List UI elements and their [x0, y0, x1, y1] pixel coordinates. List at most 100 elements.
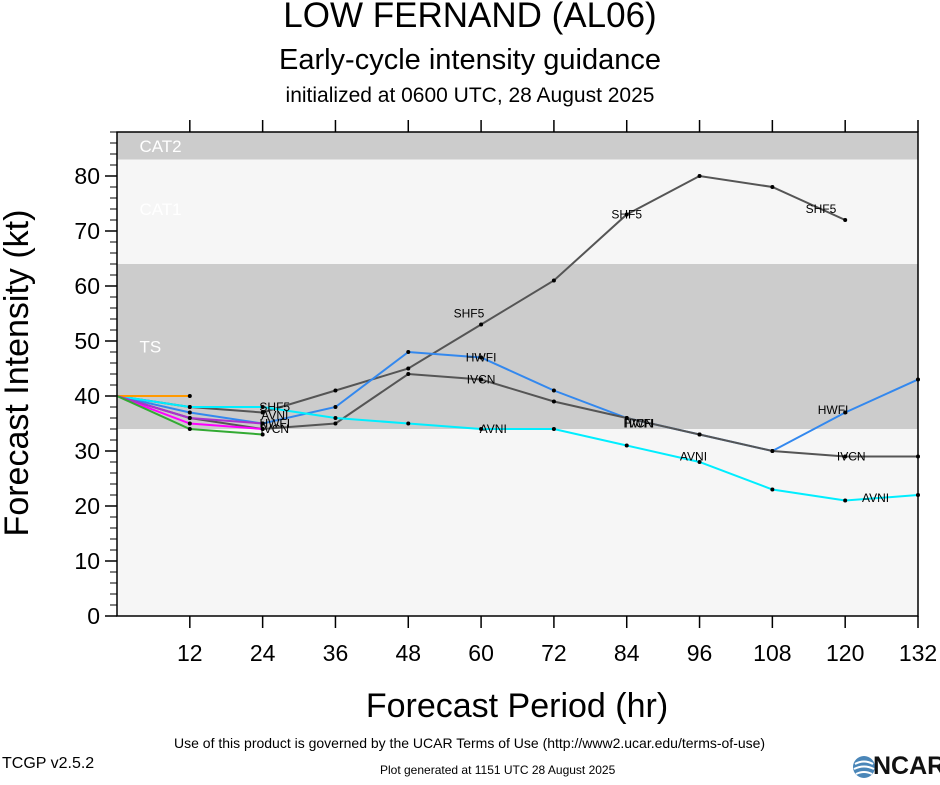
data-point-shf5 [479, 322, 484, 327]
x-tick-label: 84 [614, 640, 640, 666]
data-point-avni [479, 427, 484, 431]
y-tick-label: 50 [74, 328, 100, 354]
data-point-shf5 [624, 212, 629, 217]
data-point-shf5 [770, 185, 775, 189]
y-tick-label: 0 [87, 603, 100, 629]
data-point-shf5 [551, 278, 556, 283]
series-label-shf5: SHF5 [611, 208, 642, 222]
band-cat2 [117, 132, 918, 160]
data-point-unnamed-4 [187, 394, 192, 398]
x-tick-label: 36 [323, 640, 349, 666]
data-point-unnamed-5 [187, 421, 192, 426]
data-point-hwfi [551, 388, 556, 393]
initialization-time: initialized at 0600 UTC, 28 August 2025 [285, 84, 655, 107]
data-point-unnamed-5 [260, 427, 265, 431]
y-tick-label: 70 [74, 218, 100, 244]
intensity-bands: TS CAT1 CAT2 [117, 132, 918, 616]
data-point-shf5 [333, 388, 338, 393]
x-tick-label: 108 [753, 640, 791, 666]
data-point-avni [551, 427, 556, 431]
x-axis-title: Forecast Period (hr) [366, 687, 668, 725]
storm-title: LOW FERNAND (AL06) [283, 0, 657, 35]
ncar-globe-icon [853, 756, 875, 778]
y-tick-label: 60 [74, 273, 100, 299]
series-label-hwfi: HWFI [624, 417, 655, 431]
data-point-avni [333, 416, 338, 420]
data-point-shf5 [260, 410, 265, 415]
data-point-shf5 [697, 174, 702, 178]
y-tick-label: 40 [74, 383, 100, 409]
band-ts [117, 264, 918, 429]
y-tick-label: 20 [74, 493, 100, 519]
data-point-avni [843, 498, 848, 503]
data-point-shf5 [843, 218, 848, 222]
series-label-ivcn: IVCN [467, 373, 496, 387]
generated-time: Plot generated at 1151 UTC 28 August 202… [380, 763, 616, 777]
x-tick-label: 60 [468, 640, 494, 666]
series-label-avni: AVNI [261, 408, 288, 422]
ncar-logo: NCAR [852, 752, 940, 780]
axes: 0 10 20 30 40 50 60 70 80 12 24 36 48 60 72 84 96 108 120 1… [74, 120, 937, 666]
terms-of-use-note: Use of this product is governed by the U… [174, 735, 766, 751]
data-point-ivcn [624, 416, 629, 420]
data-point-hwfi [187, 410, 192, 415]
series-layer [116, 174, 920, 503]
intensity-chart: TS CAT1 CAT2 SHF5 SHF5 SHF5 SHF5 HWFI HWFI HWFI H… [0, 120, 937, 725]
data-point-ivcn [697, 432, 702, 437]
data-point-ivcn [406, 372, 411, 376]
data-point-ivcn [333, 421, 338, 426]
series-label-avni: AVNI [862, 491, 889, 505]
y-axis-title: Forecast Intensity (kt) [0, 210, 36, 537]
data-point-hwfi [843, 410, 848, 415]
y-tick-label: 10 [74, 548, 100, 574]
below-ts-band [117, 429, 918, 616]
series-label-hwfi: HWFI [466, 351, 497, 365]
x-tick-label: 12 [177, 640, 203, 666]
data-point-hwfi [479, 355, 484, 360]
y-tick-label: 30 [74, 438, 100, 464]
data-point-avni [770, 487, 775, 492]
ncar-logo-text: NCAR [873, 752, 940, 780]
chart-subtitle: Early-cycle intensity guidance [278, 44, 661, 76]
y-tick-label: 80 [74, 163, 100, 189]
series-label-hwfi: HWFI [818, 403, 849, 417]
data-point-ivcn [843, 454, 848, 459]
band-label-cat2: CAT2 [139, 137, 181, 156]
data-point-avni [697, 460, 702, 464]
data-point-unnamed-6 [260, 421, 265, 426]
series-label-avni: AVNI [680, 450, 707, 464]
data-point-unnamed-7 [187, 427, 192, 431]
x-tick-label: 72 [541, 640, 567, 666]
series-label-ivcn: IVCN [625, 417, 654, 431]
data-point-unnamed-6 [187, 416, 192, 420]
data-point-hwfi [333, 405, 338, 409]
series-label-shf5: SHF5 [806, 202, 837, 216]
data-point-ivcn [551, 399, 556, 404]
data-point-avni [187, 405, 192, 409]
x-tick-label: 48 [395, 640, 421, 666]
series-label-avni: AVNI [480, 422, 507, 436]
data-point-shf5 [406, 366, 411, 371]
data-point-avni [624, 443, 629, 448]
data-point-unnamed-7 [260, 432, 265, 437]
series-label-ivcn: IVCN [260, 422, 289, 436]
series-label-hwfi: HWFI [259, 417, 290, 431]
series-label-shf5: SHF5 [259, 400, 290, 414]
data-point-avni [406, 421, 411, 426]
data-point-ivcn [479, 377, 484, 382]
version-label: TCGP v2.5.2 [2, 755, 95, 772]
series-label-shf5: SHF5 [454, 307, 485, 321]
data-point-avni [260, 405, 265, 409]
x-tick-label: 24 [250, 640, 276, 666]
band-label-cat1: CAT1 [139, 200, 181, 219]
band-label-ts: TS [139, 338, 161, 357]
x-tick-label: 132 [899, 640, 937, 666]
x-tick-label: 120 [826, 640, 864, 666]
x-tick-label: 96 [687, 640, 713, 666]
data-point-ivcn [770, 449, 775, 453]
series-line-avni [116, 395, 919, 502]
data-point-hwfi [406, 350, 411, 354]
band-cat1 [117, 159, 918, 264]
series-label-ivcn: IVCN [837, 450, 866, 464]
